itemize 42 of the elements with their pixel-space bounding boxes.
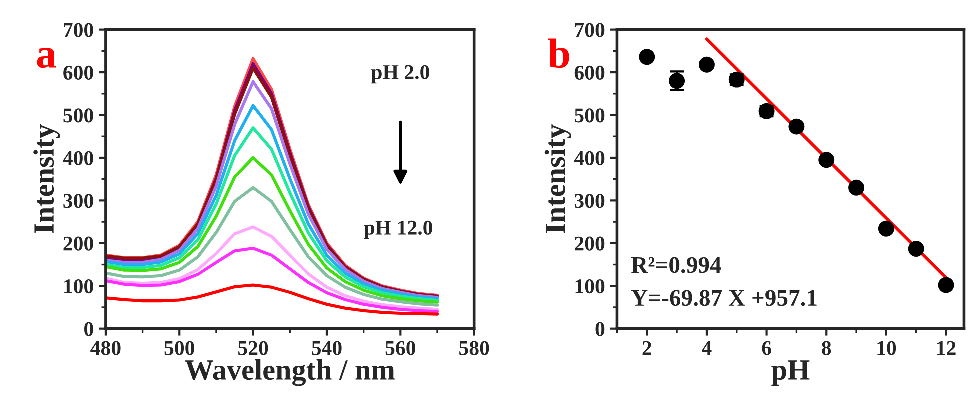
y-tick-label: 500 xyxy=(64,108,94,123)
annotation: Y=-69.87 X +957.1 xyxy=(632,290,817,306)
x-tick-label: 10 xyxy=(878,341,896,356)
y-tick-label: 400 xyxy=(574,151,605,166)
y-tick-label: 0 xyxy=(84,322,94,336)
annotation: R²=0.994 xyxy=(632,257,722,274)
y-tick-label: 300 xyxy=(64,194,94,208)
y-axis-title: Intensity xyxy=(544,124,572,234)
x-tick-label: 580 xyxy=(460,341,490,356)
x-tick-label: 12 xyxy=(938,341,956,356)
y-tick-label: 700 xyxy=(64,23,94,38)
annotation: pH 12.0 xyxy=(364,220,432,240)
line-series xyxy=(106,156,440,304)
chart-title: a xyxy=(37,48,56,68)
y-tick-label: 0 xyxy=(596,322,605,336)
x-tick-label: 480 xyxy=(90,341,121,356)
line-series xyxy=(106,186,440,307)
chart-title: b xyxy=(548,38,570,68)
x-tick-label: 4 xyxy=(702,341,712,356)
y-tick-label: 600 xyxy=(64,66,94,80)
annotation: pH 2.0 xyxy=(371,65,430,84)
y-tick-label: 200 xyxy=(575,236,605,251)
x-axis-title: Wavelength / nm xyxy=(185,360,395,386)
x-tick-label: 8 xyxy=(822,341,832,356)
y-tick-label: 600 xyxy=(574,66,605,80)
x-tick-label: 560 xyxy=(386,341,416,356)
y-tick-label: 100 xyxy=(576,280,605,294)
y-tick-label: 500 xyxy=(575,108,605,123)
x-tick-label: 6 xyxy=(762,341,772,356)
line-series xyxy=(106,247,440,314)
x-tick-label: 520 xyxy=(238,341,268,356)
y-axis-title: Intensity xyxy=(34,124,60,234)
y-tick-label: 700 xyxy=(575,23,605,38)
line-series xyxy=(106,284,440,316)
y-tick-label: 200 xyxy=(64,236,94,251)
y-tick-label: 100 xyxy=(64,280,94,294)
x-axis-title: pH xyxy=(772,360,810,386)
y-tick-label: 400 xyxy=(63,151,94,166)
y-tick-label: 300 xyxy=(574,194,605,208)
x-tick-label: 500 xyxy=(164,341,194,356)
x-tick-label: 2 xyxy=(642,341,652,356)
x-tick-label: 540 xyxy=(312,341,342,356)
